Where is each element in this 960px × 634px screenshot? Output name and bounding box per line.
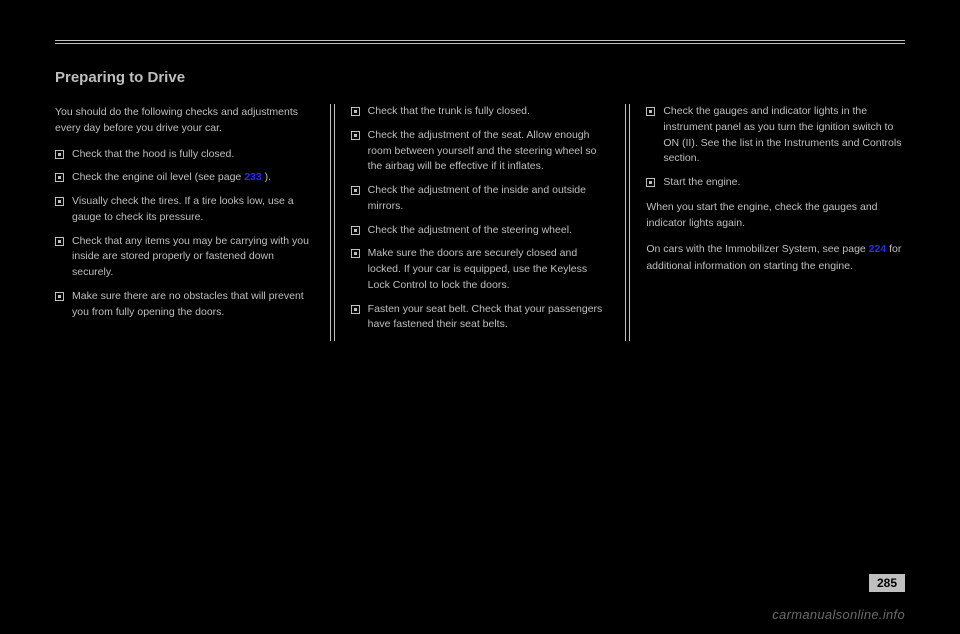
list-item: Check that the trunk is fully closed. [351,104,610,120]
bullet-icon [55,292,64,301]
column-container: You should do the following checks and a… [55,104,905,341]
bullet-icon [55,173,64,182]
bullet-text: Visually check the tires. If a tire look… [72,194,314,226]
list-item: Make sure there are no obstacles that wi… [55,289,314,321]
page-number-badge: 285 [869,574,905,592]
bullet-icon [646,178,655,187]
page-title: Preparing to Drive [55,69,905,86]
bullet-icon [646,107,655,116]
bullet-text: Check the adjustment of the inside and o… [368,183,610,215]
bullet-icon [351,107,360,116]
bullet-text: Check the gauges and indicator lights in… [663,104,905,167]
bullet-icon [55,237,64,246]
bullet-text-part: Check the engine oil level (see page [72,171,244,183]
text-part: On cars with the Immobilizer System, see… [646,243,868,255]
watermark: carmanualsonline.info [772,607,905,622]
list-item: Check the gauges and indicator lights in… [646,104,905,167]
bullet-icon [351,226,360,235]
paragraph: On cars with the Immobilizer System, see… [646,241,905,274]
bullet-text: Check the adjustment of the steering whe… [368,223,610,239]
header-rule [55,40,905,44]
page-link[interactable]: 233 [244,171,262,183]
list-item: Check the adjustment of the inside and o… [351,183,610,215]
list-item: Check the adjustment of the seat. Allow … [351,128,610,175]
column-divider [330,104,335,341]
list-item: Check that any items you may be carrying… [55,234,314,281]
column-3: Check the gauges and indicator lights in… [634,104,905,341]
bullet-icon [351,305,360,314]
intro-paragraph: You should do the following checks and a… [55,104,314,137]
column-2: Check that the trunk is fully closed. Ch… [339,104,622,341]
page-link[interactable]: 224 [869,243,887,255]
list-item: Fasten your seat belt. Check that your p… [351,302,610,334]
bullet-text: Check the engine oil level (see page 233… [72,170,314,186]
bullet-text: Check that the trunk is fully closed. [368,104,610,120]
bullet-text: Make sure the doors are securely closed … [368,246,610,293]
bullet-icon [351,131,360,140]
bullet-icon [351,249,360,258]
bullet-text: Check that the hood is fully closed. [72,147,314,163]
list-item: Check that the hood is fully closed. [55,147,314,163]
manual-page: Preparing to Drive You should do the fol… [0,0,960,341]
bullet-text-part: ). [262,171,271,183]
column-1: You should do the following checks and a… [55,104,326,341]
bullet-text: Make sure there are no obstacles that wi… [72,289,314,321]
bullet-icon [55,150,64,159]
bullet-text: Check the adjustment of the seat. Allow … [368,128,610,175]
column-divider [625,104,630,341]
list-item: Visually check the tires. If a tire look… [55,194,314,226]
list-item: Check the adjustment of the steering whe… [351,223,610,239]
list-item: Make sure the doors are securely closed … [351,246,610,293]
list-item: Check the engine oil level (see page 233… [55,170,314,186]
paragraph: When you start the engine, check the gau… [646,199,905,232]
bullet-text: Start the engine. [663,175,905,191]
bullet-text: Check that any items you may be carrying… [72,234,314,281]
bullet-text: Fasten your seat belt. Check that your p… [368,302,610,334]
bullet-icon [351,186,360,195]
bullet-icon [55,197,64,206]
list-item: Start the engine. [646,175,905,191]
